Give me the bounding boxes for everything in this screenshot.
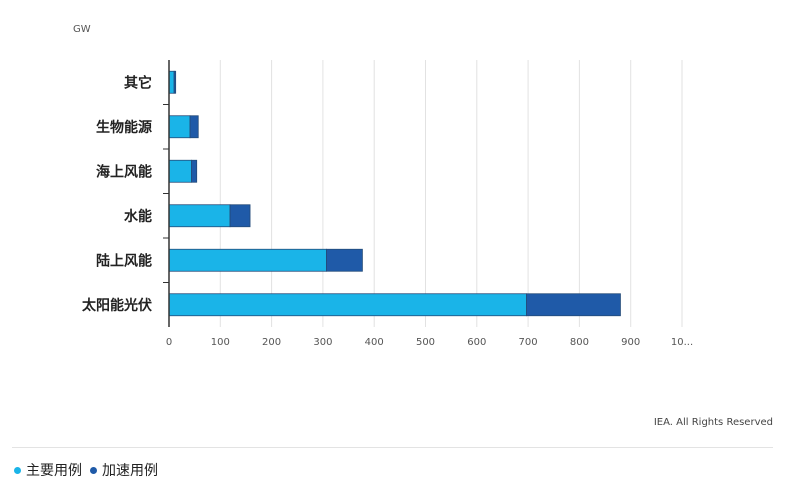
- legend-dot-main: [14, 466, 21, 474]
- x-tick-label: 700: [519, 337, 538, 348]
- bar-accelerated: [229, 204, 251, 228]
- legend: 主要用例 加速用例: [14, 460, 158, 480]
- bar-chart: 0 100 200 300 400 500 600 700 800 900 10... 其它生物能源海…: [82, 60, 693, 348]
- bar-accelerated: [326, 248, 363, 272]
- x-tick-label: 900: [621, 337, 640, 348]
- bar-accelerated: [191, 159, 198, 183]
- legend-item-accelerated[interactable]: 加速用例: [90, 460, 158, 480]
- y-category-label: 生物能源: [96, 119, 152, 136]
- bar-accelerated: [173, 70, 177, 94]
- y-category-label: 陆上风能: [96, 252, 152, 269]
- bar-accelerated: [189, 115, 199, 139]
- bar-main: [168, 159, 192, 183]
- bar-main: [168, 204, 231, 228]
- x-tick-label: 0: [166, 337, 172, 348]
- x-tick-label: 100: [211, 337, 230, 348]
- legend-label-accelerated: 加速用例: [102, 463, 158, 479]
- y-category-label: 海上风能: [96, 163, 152, 180]
- unit-label: GW: [73, 24, 91, 35]
- bar-main: [168, 293, 527, 317]
- divider: [12, 447, 773, 448]
- bar-main: [168, 248, 327, 272]
- x-tick-label: 10...: [671, 337, 693, 348]
- credit-text: IEA. All Rights Reserved: [653, 417, 773, 428]
- legend-item-main[interactable]: 主要用例: [14, 460, 82, 480]
- x-tick-label: 600: [467, 337, 486, 348]
- x-tick-label: 300: [313, 337, 332, 348]
- bar-accelerated: [526, 293, 621, 317]
- bar-main: [168, 115, 191, 139]
- legend-dot-accelerated: [90, 466, 97, 474]
- y-category-label: 太阳能光伏: [82, 297, 152, 314]
- x-tick-label: 800: [570, 337, 589, 348]
- bar-main: [168, 70, 175, 94]
- x-tick-label: 200: [262, 337, 281, 348]
- y-category-label: 水能: [124, 208, 152, 225]
- x-tick-label: 400: [365, 337, 384, 348]
- y-category-label: 其它: [124, 74, 152, 91]
- x-tick-label: 500: [416, 337, 435, 348]
- legend-label-main: 主要用例: [26, 463, 82, 479]
